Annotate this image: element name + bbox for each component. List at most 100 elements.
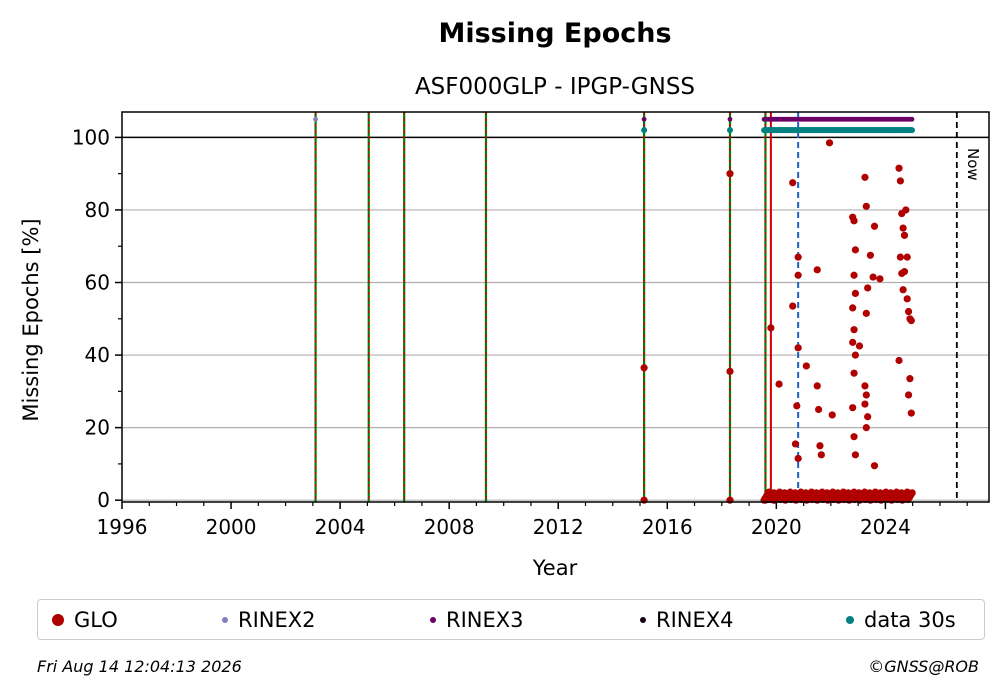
point-glo — [861, 400, 869, 408]
point-data-30s — [641, 127, 648, 134]
point-glo — [903, 295, 911, 303]
point-glo — [851, 246, 860, 254]
point-glo — [896, 253, 904, 261]
grid-lines — [122, 136, 989, 501]
point-glo — [850, 271, 858, 279]
legend-marker — [846, 615, 854, 624]
point-glo — [864, 413, 872, 421]
legend-marker — [430, 616, 436, 623]
point-glo — [849, 338, 857, 346]
x-tick-label: 2012 — [533, 515, 584, 539]
point-glo — [855, 342, 864, 350]
footer-copyright: ©GNSS@ROB — [868, 657, 979, 676]
point-glo — [850, 369, 858, 377]
legend-item: GLO — [52, 600, 118, 639]
point-glo — [861, 382, 869, 390]
point-glo — [850, 433, 858, 441]
point-glo — [864, 284, 872, 292]
point-glo — [904, 391, 913, 399]
x-tick-label: 1996 — [97, 515, 148, 539]
point-glo — [817, 451, 825, 459]
x-tick-label: 2016 — [642, 515, 693, 539]
x-tick-label: 2008 — [424, 515, 475, 539]
point-glo — [862, 424, 870, 432]
legend-marker — [640, 616, 646, 623]
x-tick-label: 2004 — [315, 515, 366, 539]
point-glo — [907, 409, 915, 417]
point-glo — [775, 380, 783, 388]
y-tick-label: 100 — [72, 125, 110, 149]
point-glo — [849, 304, 857, 312]
point-glo — [825, 139, 834, 147]
point-glo — [828, 411, 836, 419]
legend-label: RINEX3 — [446, 607, 524, 632]
point-glo — [802, 362, 810, 370]
point-glo — [866, 251, 875, 259]
point-glo — [794, 344, 802, 352]
point-glo — [896, 177, 904, 185]
point-glo — [816, 442, 824, 450]
point-glo — [850, 217, 858, 225]
axes: 0 20 40 60 80 100 1996 2000 2004 2008 2012 2016 2020… — [72, 111, 990, 539]
legend: GLO RINEX2 RINEX3 RINEX4 data 30s — [37, 599, 985, 640]
point-glo — [813, 382, 821, 390]
point-glo — [899, 224, 907, 232]
point-glo — [851, 451, 860, 459]
chart: Missing Epochs ASF000GLP - IPGP-GNSS Now… — [19, 18, 990, 580]
point-glo — [794, 454, 802, 463]
point-data-30s — [726, 127, 733, 134]
point-glo — [851, 289, 860, 297]
x-tick-label: 2020 — [751, 515, 802, 539]
point-glo — [862, 309, 870, 317]
x-tick-label: 2024 — [860, 515, 911, 539]
point-glo — [849, 404, 857, 412]
point-glo — [904, 307, 913, 316]
point-glo — [794, 271, 802, 279]
legend-label: GLO — [74, 607, 118, 632]
point-glo — [900, 268, 909, 276]
data-series — [313, 116, 916, 504]
x-tick-label: 2000 — [206, 515, 257, 539]
point-glo — [813, 266, 821, 274]
chart-subtitle: ASF000GLP - IPGP-GNSS — [415, 74, 695, 100]
now-label: Now — [964, 148, 982, 181]
point-glo — [906, 375, 914, 383]
point-glo — [861, 173, 869, 181]
point-glo — [851, 351, 860, 359]
point-glo — [899, 286, 907, 294]
legend-label: RINEX4 — [656, 607, 734, 632]
y-tick-label: 80 — [85, 198, 110, 222]
point-rinex2 — [313, 116, 318, 122]
y-tick-label: 0 — [97, 488, 110, 512]
point-glo — [640, 364, 648, 372]
point-glo — [791, 440, 800, 448]
y-axis-label: Missing Epochs [%] — [19, 218, 43, 421]
point-glo — [895, 356, 903, 365]
point-glo — [895, 164, 903, 172]
point-glo — [789, 179, 797, 187]
point-glo — [902, 206, 910, 214]
point-glo-baseline — [908, 489, 916, 497]
point-glo — [862, 391, 870, 399]
legend-label: RINEX2 — [238, 607, 316, 632]
legend-marker — [52, 613, 64, 626]
point-glo — [794, 253, 802, 261]
point-glo — [726, 367, 734, 375]
point-rinex3 — [727, 116, 733, 122]
point-glo — [793, 402, 801, 410]
point-glo — [870, 222, 879, 230]
event-lines: Now — [314, 112, 982, 502]
point-glo — [907, 317, 915, 325]
footer-timestamp: Fri Aug 14 12:04:13 2026 — [37, 657, 242, 676]
point-glo — [870, 462, 879, 470]
point-glo — [789, 302, 797, 310]
legend-item: RINEX2 — [222, 600, 316, 639]
point-glo — [726, 170, 734, 178]
point-glo — [850, 326, 858, 334]
y-tick-label: 20 — [85, 416, 110, 440]
legend-label: data 30s — [864, 607, 956, 632]
x-axis-label: Year — [532, 556, 578, 580]
point-glo — [767, 324, 775, 332]
point-glo — [869, 273, 877, 281]
y-tick-label: 40 — [85, 343, 110, 367]
